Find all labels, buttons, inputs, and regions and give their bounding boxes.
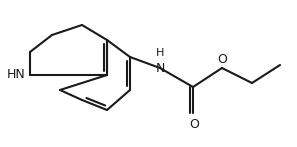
Text: N: N [155,61,165,75]
Text: H: H [156,48,164,58]
Text: HN: HN [7,69,26,81]
Text: O: O [217,53,227,66]
Text: O: O [189,118,199,131]
